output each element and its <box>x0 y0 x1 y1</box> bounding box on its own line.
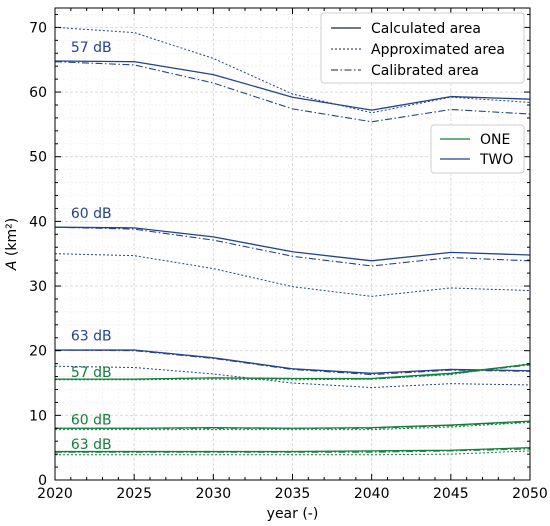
legend-label: Calibrated area <box>371 63 479 79</box>
series-group <box>54 26 531 456</box>
grid <box>54 8 531 481</box>
y-tick-label: 40 <box>29 214 47 230</box>
y-tick-label: 0 <box>38 473 47 489</box>
y-axis-unit: (km²) <box>4 218 20 261</box>
x-tick-label: 2045 <box>433 486 469 502</box>
y-axis-title: A (km²) <box>4 218 20 271</box>
x-tick-label: 2025 <box>116 486 152 502</box>
series-line-two-63db-approximated <box>54 365 531 389</box>
series-line-one-60db-calculated <box>55 420 531 429</box>
series-line-one-63db-calculated <box>55 447 531 453</box>
legend-label: TWO <box>479 152 513 168</box>
annotation-label: 63 dB <box>71 437 112 453</box>
legend-label: Approximated area <box>371 42 505 58</box>
annotation-label: 60 dB <box>71 206 112 222</box>
y-tick-label: 10 <box>29 408 47 424</box>
annotation-label: 60 dB <box>71 412 112 428</box>
series-line-one-57db-approximated <box>55 363 531 381</box>
series-line-one-63db-approximated <box>55 450 531 456</box>
ticks <box>54 8 531 481</box>
legend-box <box>430 124 525 174</box>
series-line-one-60db-approximated <box>55 421 531 431</box>
y-tick-label: 30 <box>29 279 47 295</box>
y-tick-label: 20 <box>29 344 47 360</box>
annotation-label: 63 dB <box>71 328 112 344</box>
series-line-two-63db-calculated <box>55 349 531 374</box>
annotation-label: 57 dB <box>71 365 112 381</box>
x-tick-label: 2035 <box>275 486 311 502</box>
annotation-label: 57 dB <box>71 40 112 56</box>
series-line-one-57db-calibrated <box>55 364 531 380</box>
series-line-one-60db-calibrated <box>55 421 531 429</box>
legend-box <box>320 12 525 84</box>
y-tick-label: 70 <box>29 20 47 36</box>
series-line-two-60db-approximated <box>54 253 531 297</box>
series-line-two-57db-calibrated <box>54 61 531 123</box>
x-tick-label: 2030 <box>196 486 232 502</box>
series-line-one-63db-calibrated <box>55 448 531 453</box>
legend-scenarios: ONE TWO <box>430 124 525 174</box>
series-line-two-57db-approximated <box>54 26 531 114</box>
x-axis-title: year (-) <box>267 506 319 522</box>
series-line-two-63db-calibrated <box>54 349 531 376</box>
x-tick-label: 2020 <box>37 486 73 502</box>
legend-label: ONE <box>480 132 510 148</box>
series-line-two-60db-calibrated <box>54 226 531 267</box>
series-line-two-60db-calculated <box>54 226 531 262</box>
annotations: 57 dB 60 dB 63 dB 57 dB 60 dB 63 dB <box>71 40 112 453</box>
y-tick-label: 50 <box>29 150 47 166</box>
series-line-one-57db-calculated <box>55 363 531 380</box>
y-axis-symbol: A <box>4 261 20 272</box>
legend-label: Calculated area <box>371 21 481 37</box>
x-tick-label: 2040 <box>354 486 390 502</box>
series-line-two-57db-calculated <box>54 60 531 111</box>
legend-line-styles: Calculated area Approximated area Calibrat… <box>320 12 525 84</box>
x-tick-label: 2050 <box>512 486 548 502</box>
y-tick-label: 60 <box>29 85 47 101</box>
